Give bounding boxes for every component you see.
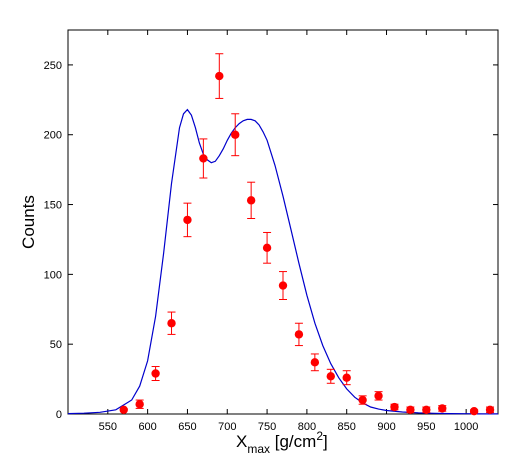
x-tick-label: 800 bbox=[298, 421, 316, 433]
data-point bbox=[135, 399, 144, 409]
fit-curve bbox=[67, 108, 498, 415]
data-marker bbox=[231, 130, 240, 139]
data-point bbox=[390, 402, 399, 412]
data-marker bbox=[469, 407, 479, 416]
x-axis-ticks: 550 600 650 700 750 800 850 900 950 1000 bbox=[99, 30, 478, 433]
y-tick-label: 150 bbox=[44, 200, 62, 212]
x-tick-label: 1000 bbox=[454, 421, 478, 433]
data-point bbox=[422, 405, 431, 415]
x-axis-title-sub: max bbox=[247, 442, 270, 456]
data-marker bbox=[278, 281, 288, 290]
x-axis-title: Xmax [g/cm2] bbox=[236, 429, 328, 456]
data-point bbox=[406, 405, 415, 415]
data-marker bbox=[199, 154, 208, 163]
data-point bbox=[485, 405, 495, 415]
data-point bbox=[310, 353, 320, 372]
data-marker bbox=[262, 243, 272, 253]
data-marker bbox=[310, 358, 320, 367]
data-marker bbox=[326, 372, 335, 381]
data-point bbox=[231, 113, 240, 157]
y-tick-label: 250 bbox=[44, 60, 62, 72]
data-point bbox=[438, 404, 447, 413]
data-marker bbox=[294, 330, 304, 339]
x-tick-label: 650 bbox=[178, 421, 196, 433]
plot-frame bbox=[67, 29, 499, 415]
data-point bbox=[119, 405, 128, 415]
data-marker bbox=[135, 400, 144, 409]
x-tick-label: 600 bbox=[138, 421, 156, 433]
data-marker bbox=[119, 405, 128, 415]
y-tick-label: 100 bbox=[44, 269, 62, 281]
x-axis-title-main: X bbox=[236, 432, 247, 451]
x-tick-label: 950 bbox=[417, 421, 435, 433]
data-point bbox=[342, 370, 351, 386]
x-tick-label: 850 bbox=[338, 421, 356, 433]
data-point bbox=[469, 407, 479, 416]
x-axis-title-sup: 2 bbox=[316, 429, 323, 443]
data-marker bbox=[151, 369, 160, 378]
data-point bbox=[246, 181, 256, 220]
y-tick-label: 50 bbox=[50, 339, 62, 351]
data-point bbox=[262, 231, 272, 264]
data-marker bbox=[358, 395, 367, 405]
data-point bbox=[278, 271, 288, 300]
x-tick-label: 550 bbox=[99, 421, 117, 433]
data-marker bbox=[342, 373, 351, 382]
data-point bbox=[183, 202, 192, 238]
data-marker bbox=[438, 404, 447, 413]
data-point bbox=[167, 311, 176, 335]
data-marker bbox=[183, 215, 192, 225]
y-tick-label: 0 bbox=[56, 409, 62, 421]
x-tick-label: 700 bbox=[218, 421, 236, 433]
data-point bbox=[199, 138, 208, 179]
y-axis-title: Counts bbox=[19, 195, 38, 249]
y-axis-ticks: 0 50 100 150 200 250 bbox=[44, 60, 498, 421]
data-point bbox=[326, 368, 335, 384]
data-point bbox=[215, 53, 224, 99]
y-tick-label: 200 bbox=[44, 130, 62, 142]
data-marker bbox=[246, 196, 256, 205]
data-point bbox=[374, 391, 383, 401]
data-point bbox=[294, 322, 304, 347]
x-tick-label: 750 bbox=[258, 421, 276, 433]
data-marker bbox=[406, 405, 415, 415]
data-marker bbox=[167, 319, 176, 328]
data-marker bbox=[390, 402, 399, 412]
data-marker bbox=[374, 391, 383, 401]
data-points-layer bbox=[119, 53, 495, 416]
x-tick-label: 900 bbox=[377, 421, 395, 433]
x-axis-title-close: ] bbox=[323, 432, 328, 451]
fit-curve-layer bbox=[67, 108, 498, 415]
data-point bbox=[151, 366, 160, 381]
data-marker bbox=[215, 71, 224, 81]
x-axis-title-unit: [g/cm bbox=[270, 432, 316, 451]
data-marker bbox=[422, 405, 431, 415]
data-point bbox=[358, 395, 367, 405]
data-marker bbox=[485, 405, 495, 415]
